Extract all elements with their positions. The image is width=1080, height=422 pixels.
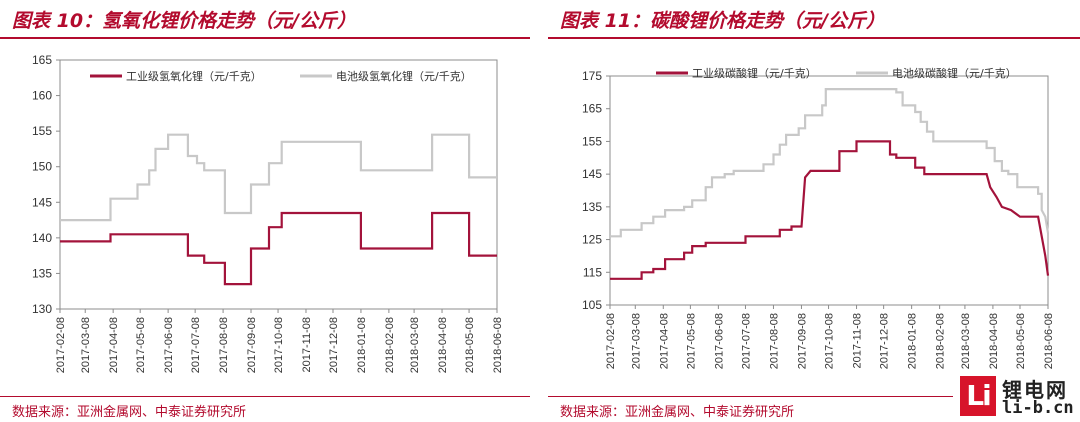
plot-frame [609, 75, 1049, 306]
source-divider [0, 396, 530, 397]
series-line [60, 211, 497, 286]
x-tick-label: 2017-11-08 [301, 317, 313, 372]
y-tick-label: 175 [582, 69, 602, 83]
y-tick-label: 150 [32, 160, 52, 174]
x-tick-label: 2018-01-08 [356, 317, 368, 373]
x-tick-label: 2017-05-08 [685, 313, 697, 369]
source-divider [548, 396, 953, 397]
y-tick-label: 160 [32, 89, 52, 103]
x-tick-label: 2017-04-08 [108, 317, 120, 373]
plot-frame [59, 59, 498, 310]
y-tick-label: 130 [32, 302, 52, 316]
li-b-logo: Li 锂电网 li-b.cn [960, 372, 1078, 420]
chart-title: 图表 11：碳酸锂价格走势（元/公斤） [560, 10, 885, 32]
x-tick-label: 2018-06-08 [1043, 313, 1055, 369]
x-tick-label: 2017-06-08 [713, 313, 725, 369]
x-tick-label: 2017-03-08 [80, 317, 92, 373]
y-tick-label: 135 [32, 266, 52, 280]
series-line [610, 140, 1050, 280]
series-line [60, 133, 497, 222]
y-tick-label: 165 [582, 102, 602, 116]
x-tick-label: 2017-08-08 [218, 317, 230, 373]
x-tick-label: 2017-12-08 [328, 317, 340, 373]
y-tick-label: 145 [582, 167, 602, 181]
x-tick-label: 2017-03-08 [630, 313, 642, 369]
y-tick-label: 155 [582, 134, 602, 148]
title-divider [0, 37, 530, 39]
x-tick-label: 2018-03-08 [960, 313, 972, 369]
chart-title: 图表 10：氢氧化锂价格走势（元/公斤） [12, 10, 356, 32]
series-line [610, 87, 1050, 238]
carbonate-chart-panel: 图表 11：碳酸锂价格走势（元/公斤） 105 115 125 135 145 155 16… [548, 0, 1080, 422]
y-tick-label: 125 [582, 233, 602, 247]
x-tick-label: 2017-06-08 [163, 317, 175, 373]
chart-source: 数据来源：亚洲金属网、中泰证券研究所 [12, 405, 247, 420]
x-tick-label: 2018-02-08 [935, 313, 947, 369]
logo-name-en: li-b.cn [1002, 398, 1074, 418]
legend-label: 工业级碳酸锂（元/千克） [692, 66, 817, 80]
x-tick-label: 2017-08-08 [768, 313, 780, 369]
x-tick-label: 2018-03-08 [409, 317, 421, 373]
legend-label: 工业级氢氧化锂（元/千克） [126, 69, 262, 83]
x-tick-label: 2018-05-08 [464, 317, 476, 373]
x-tick-label: 2017-12-08 [879, 313, 891, 369]
hydroxide-price-chart: 130 135 140 145 150 155 160 165 2017-02-08 2017-0… [32, 53, 504, 373]
legend-label: 电池级碳酸锂（元/千克） [892, 66, 1017, 80]
y-tick-label: 115 [583, 265, 602, 279]
title-divider [548, 37, 1080, 39]
x-tick-label: 2017-02-08 [605, 313, 617, 369]
y-tick-label: 105 [582, 298, 602, 312]
y-tick-label: 145 [32, 195, 52, 209]
x-tick-label: 2018-04-08 [437, 317, 449, 373]
x-tick-label: 2017-05-08 [135, 317, 147, 373]
x-tick-label: 2017-10-08 [824, 313, 836, 369]
y-tick-label: 155 [32, 124, 52, 138]
x-tick-label: 2017-10-08 [273, 317, 285, 373]
carbonate-price-chart: 105 115 125 135 145 155 165 175 2017-02-08 2017-0… [582, 66, 1055, 369]
hydroxide-chart-panel: 图表 10：氢氧化锂价格走势（元/公斤） 130 135 140 145 150 155 1… [0, 0, 530, 422]
x-tick-label: 2017-09-08 [796, 313, 808, 369]
x-tick-label: 2017-02-08 [55, 317, 67, 373]
x-tick-label: 2017-07-08 [190, 317, 202, 373]
logo-mark: Li [960, 376, 996, 416]
x-tick-label: 2018-05-08 [1015, 313, 1027, 369]
x-tick-label: 2017-11-08 [852, 313, 864, 368]
x-tick-label: 2017-07-08 [740, 313, 752, 369]
y-tick-label: 165 [32, 53, 52, 67]
x-tick-label: 2018-04-08 [988, 313, 1000, 369]
x-tick-label: 2017-04-08 [658, 313, 670, 369]
y-tick-label: 135 [582, 200, 602, 214]
x-tick-label: 2018-02-08 [384, 317, 396, 373]
logo-name-cn: 锂电网 [1002, 378, 1068, 402]
chart-source: 数据来源：亚洲金属网、中泰证券研究所 [560, 405, 795, 420]
legend-label: 电池级氢氧化锂（元/千克） [336, 69, 472, 83]
x-tick-label: 2017-09-08 [246, 317, 258, 373]
y-tick-label: 140 [32, 231, 52, 245]
x-tick-label: 2018-01-08 [907, 313, 919, 369]
x-tick-label: 2018-06-08 [492, 317, 504, 373]
